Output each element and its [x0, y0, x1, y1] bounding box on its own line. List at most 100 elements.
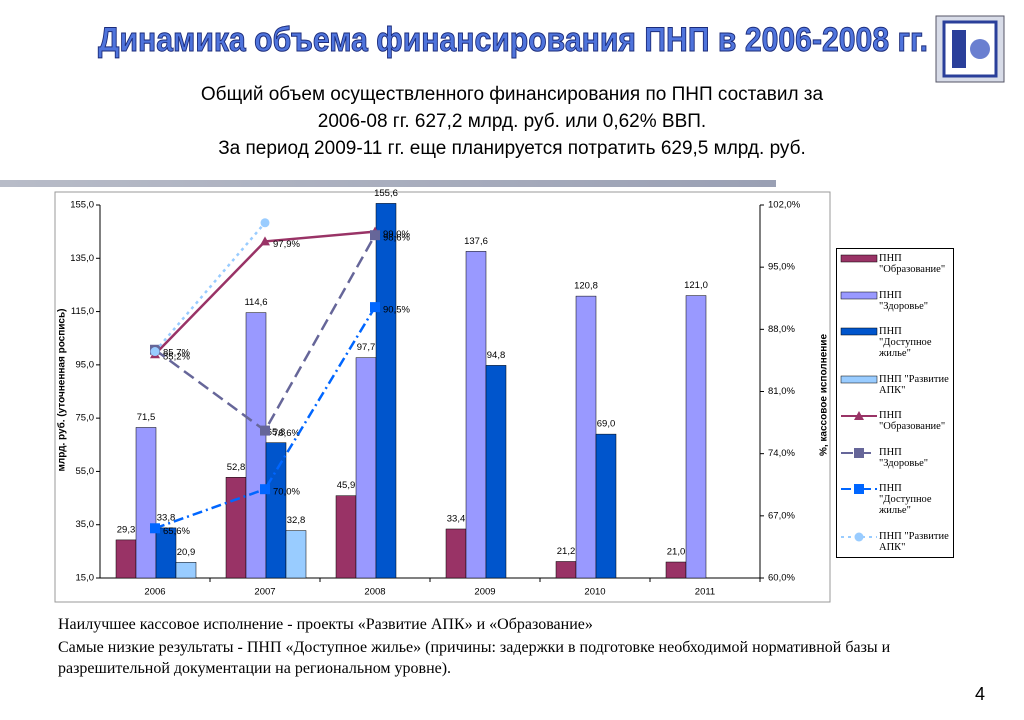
line-value-label: 70,0%	[273, 487, 300, 498]
y-tick-label: 95,0	[76, 359, 95, 370]
bar-value-label: 33,4	[447, 513, 466, 524]
legend-label: ПНП "Развитие АПК"	[879, 373, 949, 396]
bar	[375, 203, 397, 579]
bar	[485, 365, 507, 579]
line-value-label: 97,9%	[273, 239, 300, 250]
bar-value-label: 97,7	[357, 342, 376, 353]
legend-symbol	[841, 484, 877, 495]
line-value-label: 98,6%	[383, 233, 410, 244]
legend-entry: ПНП "Доступное жилье"	[839, 326, 951, 359]
y2-tick-label: 67,0%	[768, 510, 795, 521]
bar-value-label: 29,3	[117, 524, 136, 535]
legend-label: ПНП "Развитие АПК"	[879, 530, 949, 553]
page-number: 4	[975, 684, 986, 704]
legend-entry: ПНП "Здоровье"	[839, 447, 951, 469]
line-value-label: 99,0%	[383, 229, 410, 240]
x-tick-label: 2006	[144, 587, 165, 598]
legend-entry: ПНП "Образование"	[839, 410, 951, 432]
legend-marker	[854, 532, 864, 542]
line-marker	[370, 302, 380, 313]
legend-label: ПНП "Доступное жилье"	[879, 326, 932, 360]
x-tick-label: 2010	[584, 587, 605, 598]
y2-tick-label: 102,0%	[768, 200, 801, 211]
line-marker	[260, 218, 270, 228]
y2-tick-label: 60,0%	[768, 573, 795, 584]
bar-value-label: 120,8	[574, 281, 598, 292]
legend-entry: ПНП "Образование"	[839, 253, 951, 275]
legend-entry: ПНП "Доступное жилье"	[839, 483, 951, 516]
line-value-label: 65,6%	[163, 526, 190, 537]
bar	[135, 427, 157, 579]
slide-title: Динамика объема финансирования ПНП в 200…	[98, 21, 928, 59]
bar	[355, 357, 377, 579]
legend: ПНП "Образование" ПНП "Здоровье" ПНП "Дост…	[836, 248, 954, 558]
divider	[0, 180, 776, 187]
x-tick-label: 2007	[254, 587, 275, 598]
legend-entry: ПНП "Развитие АПК"	[839, 531, 951, 553]
legend-symbol	[840, 254, 878, 263]
bar	[465, 251, 487, 579]
bar-value-label: 94,8	[487, 350, 506, 361]
legend-entry: ПНП "Здоровье"	[839, 290, 951, 312]
line-marker	[260, 484, 270, 495]
legend-symbol	[840, 375, 878, 383]
y-tick-label: 35,0	[76, 519, 95, 530]
legend-label: ПНП "Образование"	[879, 253, 946, 275]
y-tick-label: 15,0	[76, 573, 95, 584]
bar-value-label: 20,9	[177, 547, 196, 558]
y-tick-label: 55,0	[76, 466, 95, 477]
line-value-label: 76,6%	[273, 428, 300, 439]
legend-symbol	[841, 411, 877, 421]
y2-tick-label: 95,0%	[768, 262, 795, 273]
bar	[595, 433, 617, 579]
bar-value-label: 45,9	[337, 480, 356, 491]
x-tick-label: 2009	[474, 587, 495, 598]
legend-swatch	[840, 254, 878, 263]
bar	[285, 530, 307, 579]
bar	[225, 477, 247, 579]
legend-swatch	[840, 375, 878, 383]
bar-value-label: 69,0	[597, 419, 616, 430]
y-tick-label: 135,0	[70, 253, 94, 264]
line-value-label: 85,2%	[163, 352, 190, 363]
bar	[335, 495, 357, 579]
legend-entry: ПНП "Развитие АПК"	[839, 374, 951, 396]
legend-marker	[854, 447, 864, 458]
bar-value-label: 21,2	[557, 546, 576, 557]
bar	[555, 561, 577, 579]
bar	[175, 562, 197, 579]
subtitle-line: За период 2009-11 гг. еще планируется по…	[218, 138, 806, 159]
legend-symbol	[841, 532, 877, 542]
legend-label: ПНП "Образование"	[879, 410, 946, 433]
y2-tick-label: 88,0%	[768, 324, 795, 335]
bar-value-label: 21,0	[667, 547, 686, 558]
bar-value-label: 137,6	[464, 236, 488, 247]
legend-marker	[854, 411, 864, 421]
line-marker	[260, 236, 270, 246]
y-axis-title: млрд. руб. (уточненная роспись)	[56, 309, 68, 472]
legend-marker	[854, 484, 864, 495]
legend-symbol	[840, 327, 878, 336]
line-marker	[150, 523, 160, 534]
line-marker	[260, 425, 270, 436]
legend-label: ПНП "Здоровье"	[879, 289, 929, 312]
x-tick-label: 2008	[364, 587, 385, 598]
bar	[575, 295, 597, 579]
legend-swatch	[840, 327, 878, 336]
line-value-label: 90,5%	[383, 305, 410, 316]
line-marker	[150, 347, 160, 357]
y-tick-label: 155,0	[70, 200, 94, 211]
y-tick-label: 115,0	[71, 306, 94, 317]
bar-value-label: 121,0	[684, 280, 708, 291]
bar-value-label: 52,8	[227, 462, 246, 473]
x-tick-label: 2011	[695, 587, 715, 598]
bar-value-label: 65,8	[267, 427, 286, 438]
bar-value-label: 32,8	[287, 515, 306, 526]
bar	[445, 528, 467, 579]
legend-symbol	[840, 291, 878, 299]
bar	[245, 312, 267, 579]
bar	[265, 442, 287, 579]
bar	[685, 295, 707, 579]
